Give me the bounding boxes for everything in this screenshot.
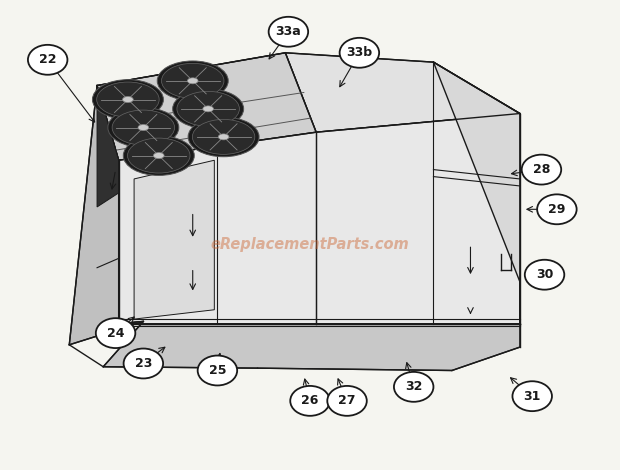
Circle shape [537,195,577,224]
Ellipse shape [172,89,244,129]
Circle shape [198,355,237,385]
Ellipse shape [123,96,133,102]
Circle shape [327,386,367,416]
Ellipse shape [192,119,255,154]
Text: 22: 22 [39,53,56,66]
Text: 27: 27 [339,394,356,407]
Text: 25: 25 [209,364,226,377]
Polygon shape [69,86,143,345]
Ellipse shape [138,125,149,131]
Text: 31: 31 [523,390,541,403]
Ellipse shape [177,91,239,126]
Circle shape [290,386,330,416]
Circle shape [521,155,561,185]
Circle shape [525,260,564,290]
Circle shape [513,381,552,411]
Circle shape [268,17,308,47]
Circle shape [28,45,68,75]
Text: 29: 29 [548,203,565,216]
Circle shape [123,349,163,378]
Text: 28: 28 [533,163,550,176]
Polygon shape [433,62,520,324]
Ellipse shape [123,136,194,175]
Ellipse shape [203,106,213,112]
Polygon shape [118,114,520,324]
Circle shape [340,38,379,68]
Ellipse shape [218,134,229,140]
Text: 32: 32 [405,380,422,393]
Polygon shape [134,160,215,319]
Text: 24: 24 [107,327,125,340]
Ellipse shape [187,78,198,84]
Text: 23: 23 [135,357,152,370]
Text: 33a: 33a [275,25,301,38]
Circle shape [96,318,135,348]
Ellipse shape [108,108,179,148]
Polygon shape [285,53,520,132]
Polygon shape [97,86,118,207]
Ellipse shape [154,153,164,158]
Ellipse shape [92,79,164,119]
Polygon shape [97,53,316,160]
Ellipse shape [188,117,259,157]
Text: 26: 26 [301,394,319,407]
Ellipse shape [161,63,224,98]
Ellipse shape [112,110,175,145]
Ellipse shape [128,138,190,173]
Ellipse shape [97,82,159,117]
Polygon shape [104,321,520,370]
Ellipse shape [157,61,228,101]
Text: 33b: 33b [347,46,373,59]
Text: 30: 30 [536,268,553,281]
Circle shape [394,372,433,402]
Text: eReplacementParts.com: eReplacementParts.com [211,237,409,252]
